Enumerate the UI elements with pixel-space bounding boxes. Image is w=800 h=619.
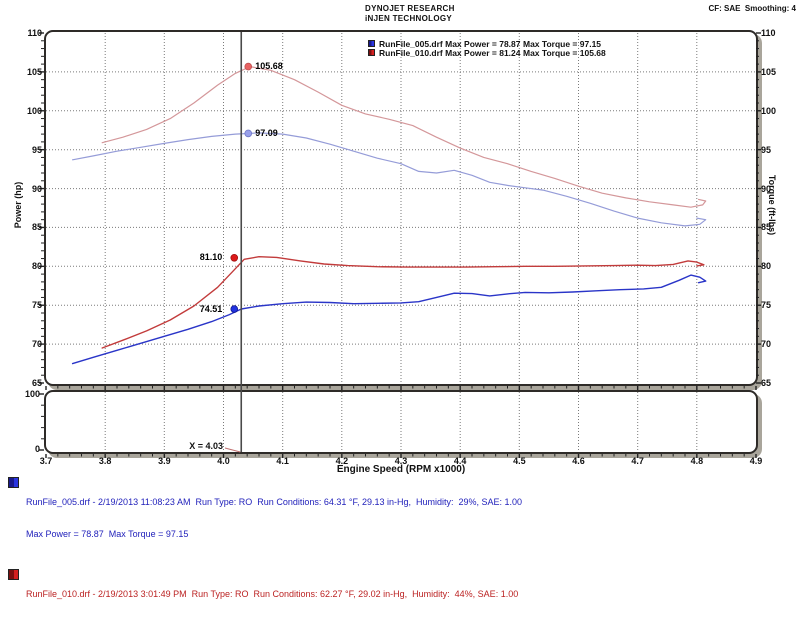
torque-axis-tick-label: 85	[761, 222, 772, 233]
correction-factor-label: CF: SAE Smoothing: 4	[708, 4, 796, 13]
power-axis-tick-label: 90	[31, 183, 42, 194]
run2-info-block: RunFile_010.drf - 2/19/2013 3:01:49 PM R…	[8, 568, 522, 619]
rpm-axis-tick-label: 4.4	[453, 456, 467, 466]
legend-run2-torque-text: Max Torque = 105.68	[523, 48, 606, 58]
power-axis-tick-label: 95	[31, 144, 42, 155]
main-chart-panel	[44, 30, 758, 386]
lower-panel-ytick-100: 100	[24, 389, 40, 399]
rpm-axis-tick-label: 4.5	[513, 456, 526, 466]
run1-max-line: Max Power = 78.87 Max Torque = 97.15	[26, 528, 189, 539]
torque-axis-tick-label: 75	[761, 300, 772, 311]
torque-axis-tick-label: 80	[761, 261, 772, 272]
torque-axis-tick-label: 100	[761, 105, 777, 116]
power-axis-tick-label: 105	[26, 66, 42, 77]
cursor-marker-label: 105.68	[255, 61, 283, 72]
power-axis-tick-label: 110	[27, 28, 42, 38]
rpm-axis-tick-label: 4.2	[335, 456, 349, 466]
header-company-line2: iNJEN TECHNOLOGY	[365, 14, 453, 23]
rpm-axis-tick-label: 4.6	[572, 456, 585, 466]
rpm-axis-tick-label: 3.9	[158, 456, 171, 466]
rpm-axis-tick-label: 4.0	[217, 456, 230, 466]
legend-run1-power-text: RunFile_005.drf Max Power = 78.87	[379, 39, 521, 49]
rpm-axis-title: Engine Speed (RPM x1000)	[336, 464, 466, 475]
rpm-axis-tick-label: 4.9	[749, 456, 763, 466]
torque-axis-title: Torque (ft-lbs)	[767, 174, 777, 236]
run2-file-swatch-icon	[8, 569, 19, 580]
torque-axis-tick-label: 90	[761, 183, 772, 194]
legend-run1-torque-text: Max Torque = 97.15	[523, 39, 602, 49]
power-axis-tick-label: 100	[26, 105, 42, 116]
chart-legend: RunFile_005.drf Max Power = 78.87 Max To…	[368, 39, 606, 58]
rpm-axis-tick-label: 3.8	[98, 456, 112, 466]
run2-legend-swatch-icon	[368, 49, 375, 56]
run1-info-block: RunFile_005.drf - 2/19/2013 11:08:23 AM …	[8, 476, 522, 560]
cursor-marker-label: 81.10	[199, 252, 223, 263]
run1-file-swatch-icon	[8, 477, 19, 488]
power-axis-title: Power (hp)	[13, 181, 23, 229]
cursor-marker-label: 74.51	[199, 303, 223, 314]
power-axis-tick-label: 85	[31, 222, 42, 233]
rpm-axis-tick-label: 3.7	[39, 456, 53, 466]
rpm-axis-tick-label: 4.8	[690, 456, 704, 466]
legend-run2-power-text: RunFile_010.drf Max Power = 81.24	[379, 48, 521, 58]
torque-axis-tick-label: 65	[761, 378, 772, 388]
run1-conditions-line: RunFile_005.drf - 2/19/2013 11:08:23 AM …	[26, 497, 523, 507]
cursor-x-value-label: X = 4.03	[189, 441, 223, 451]
lower-chart-panel	[44, 390, 758, 454]
torque-axis-tick-label: 105	[761, 66, 777, 77]
power-axis-tick-label: 75	[31, 300, 42, 311]
rpm-axis-tick-label: 4.7	[631, 456, 644, 466]
power-axis-tick-label: 70	[31, 339, 42, 350]
legend-row-run2: RunFile_010.drf Max Power = 81.24 Max To…	[368, 48, 606, 58]
power-axis-tick-label: 65	[31, 378, 42, 388]
torque-axis-tick-label: 110	[761, 28, 776, 38]
torque-axis-tick-label: 95	[761, 144, 772, 155]
lower-panel-ytick-0: 0	[34, 444, 40, 454]
torque-axis-tick-label: 70	[761, 339, 772, 350]
legend-row-run1: RunFile_005.drf Max Power = 78.87 Max To…	[368, 39, 601, 49]
cursor-marker-label: 97.09	[255, 127, 278, 138]
run-info-footer: RunFile_005.drf - 2/19/2013 11:08:23 AM …	[8, 476, 522, 619]
run2-conditions-line: RunFile_010.drf - 2/19/2013 3:01:49 PM R…	[26, 589, 519, 599]
rpm-axis-tick-label: 4.1	[276, 456, 289, 466]
rpm-axis-tick-label: 4.3	[394, 456, 408, 466]
power-axis-tick-label: 80	[31, 261, 42, 272]
header-company-line1: DYNOJET RESEARCH	[365, 4, 455, 13]
run1-legend-swatch-icon	[368, 40, 375, 47]
